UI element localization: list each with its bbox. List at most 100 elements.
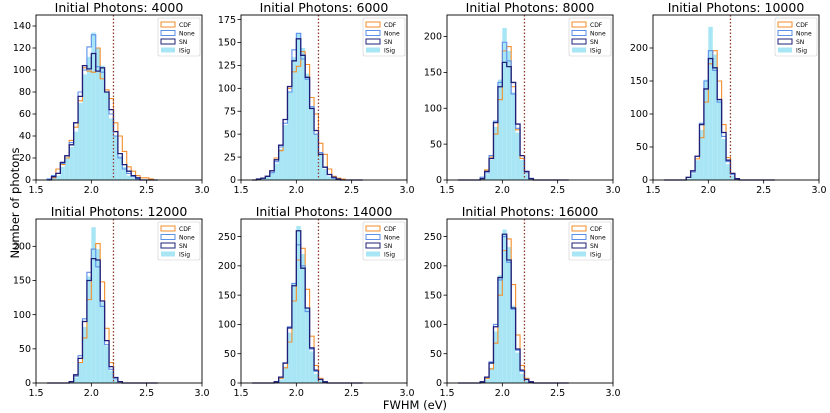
histogram-bar (73, 377, 79, 383)
histogram-bar (283, 366, 288, 383)
legend-label: SN (179, 39, 187, 46)
y-tick-label: 200 (424, 261, 442, 272)
legend-swatch (160, 30, 176, 36)
step-line-none (46, 34, 158, 181)
panel-title: Initial Photons: 6000 (260, 0, 389, 15)
plot-frame (446, 14, 614, 181)
histogram-bar (86, 276, 92, 383)
histogram-bar (695, 160, 700, 180)
histogram-bar (278, 379, 284, 383)
x-tick-label: 2.0 (289, 185, 304, 196)
legend-label: None (179, 235, 195, 242)
panel-title: Initial Photons: 8000 (466, 0, 595, 15)
y-tick-label: 50 (224, 349, 236, 360)
histogram-bar (305, 73, 310, 180)
legend-label: ISig (179, 252, 190, 259)
y-tick-label: 0 (25, 175, 31, 186)
y-tick-label: 150 (630, 76, 648, 87)
x-tick-label: 1.5 (28, 388, 43, 399)
x-tick-label: 2.0 (84, 388, 99, 399)
histogram-bar (296, 226, 301, 383)
x-tick-label: 2.5 (139, 185, 154, 196)
legend-label: SN (590, 39, 598, 46)
x-tick-label: 1.5 (233, 185, 248, 196)
histogram-bar (331, 178, 337, 180)
legend-swatch (571, 234, 587, 240)
plot-frame (446, 218, 614, 384)
panel-title: Initial Photons: 16000 (462, 204, 599, 219)
legend-swatch (777, 30, 793, 36)
legend-label: None (384, 31, 400, 38)
y-tick-label: 0 (230, 175, 236, 186)
histogram-bar (493, 126, 498, 180)
x-tick-label: 2.5 (550, 388, 565, 399)
panel-title: Initial Photons: 4000 (55, 0, 184, 15)
legend-swatch (571, 225, 587, 232)
legend-swatch (365, 234, 381, 240)
x-tick-label: 3.0 (194, 185, 209, 196)
y-tick-label: 200 (218, 261, 236, 272)
histogram-bar (511, 92, 516, 180)
legend-swatch (365, 30, 381, 36)
histogram-bar (721, 139, 727, 180)
histogram-bar (126, 175, 132, 180)
histogram-bar (484, 174, 490, 180)
histogram-bar (69, 381, 74, 383)
histogram-bar (86, 56, 92, 180)
y-tick-label: 20 (19, 153, 31, 164)
legend-swatch (365, 225, 381, 232)
histogram-bar (131, 177, 136, 180)
x-tick-label: 2.0 (701, 185, 716, 196)
histogram-bar (95, 249, 101, 383)
legend-swatch (777, 21, 793, 28)
histogram-bar (113, 380, 118, 383)
histogram-bar (726, 164, 731, 180)
histogram-panel: 1.5 2.0 2.5 3.0 0 50 100 150 200 250 Initial Photo… (218, 204, 415, 399)
legend-swatch (160, 21, 176, 28)
y-tick-label: 100 (13, 310, 31, 321)
y-tick-label: 100 (13, 65, 31, 76)
histogram-bar (91, 227, 96, 383)
legend-label: CDF (179, 22, 192, 29)
x-tick-label: 1.5 (439, 388, 454, 399)
y-tick-label: 80 (19, 87, 31, 98)
y-tick-label: 150 (13, 276, 31, 287)
x-tick-label: 2.5 (550, 185, 565, 196)
histogram-bar (489, 367, 494, 383)
x-tick-label: 1.5 (28, 185, 43, 196)
histogram-bar (528, 178, 534, 180)
histogram-bar (300, 48, 306, 180)
x-tick-label: 3.0 (605, 185, 620, 196)
histogram-bar (515, 352, 521, 383)
x-tick-label: 2.5 (756, 185, 771, 196)
histogram-bar (309, 351, 315, 383)
histogram-bar (318, 380, 323, 383)
histogram-bar (82, 326, 87, 383)
histogram-bar (493, 331, 498, 383)
legend-label: CDF (384, 22, 397, 29)
panel-title: Initial Photons: 12000 (51, 204, 188, 219)
histogram-bar (283, 125, 288, 180)
y-tick-label: 25 (224, 152, 236, 163)
histogram-bar (104, 346, 110, 383)
histogram-panel: 1.5 2.0 2.5 3.0 0 50 100 150 200 250 Initial Photo… (424, 204, 621, 399)
legend-label: None (179, 31, 195, 38)
x-tick-label: 2.0 (495, 185, 510, 196)
histogram-bar (502, 27, 507, 181)
histogram-bar (69, 147, 74, 180)
histogram-bar (520, 159, 525, 180)
histogram-bar (291, 283, 297, 383)
legend-swatch (571, 38, 587, 45)
legend-label: SN (384, 39, 392, 46)
y-tick-label: 100 (424, 103, 442, 114)
histogram-bar (309, 106, 315, 180)
legend-label: CDF (384, 226, 397, 233)
legend-label: CDF (179, 226, 192, 233)
x-axis-label: FWHM (eV) (382, 398, 448, 412)
histogram-bar (117, 155, 123, 180)
histogram-bar (322, 169, 328, 180)
plot-frame (35, 14, 203, 181)
x-tick-label: 1.5 (439, 185, 454, 196)
x-tick-label: 2.5 (139, 388, 154, 399)
y-tick-label: 100 (218, 320, 236, 331)
